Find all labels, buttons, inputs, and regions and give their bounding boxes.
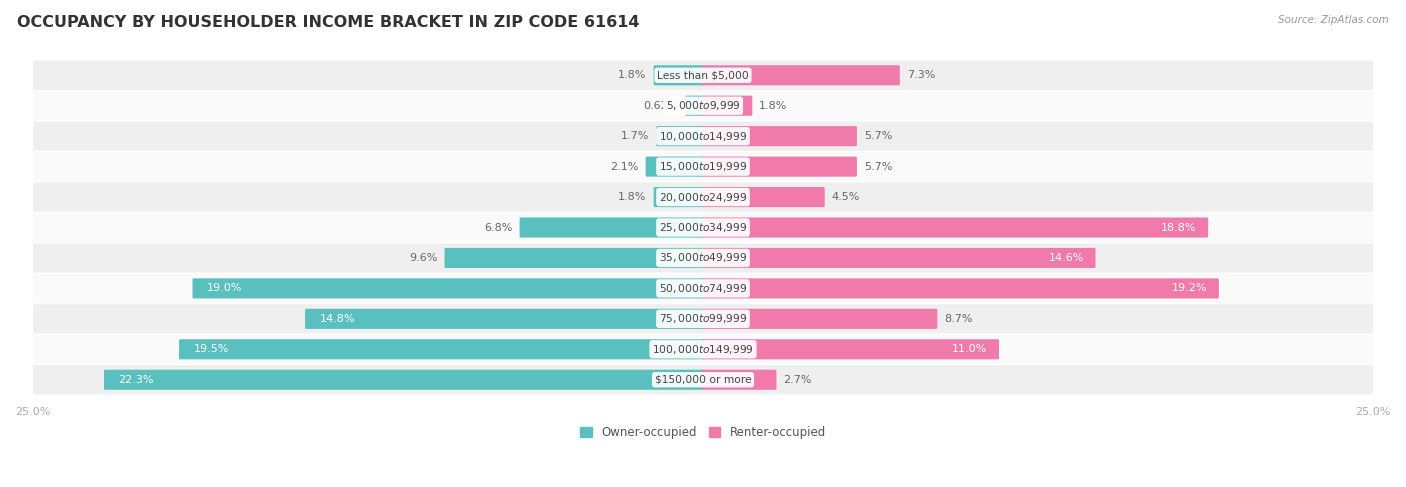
Text: Less than $5,000: Less than $5,000	[657, 70, 749, 80]
Text: $20,000 to $24,999: $20,000 to $24,999	[659, 190, 747, 204]
FancyBboxPatch shape	[702, 279, 1219, 299]
FancyBboxPatch shape	[702, 95, 752, 116]
FancyBboxPatch shape	[32, 244, 1374, 273]
FancyBboxPatch shape	[32, 61, 1374, 90]
Text: 11.0%: 11.0%	[952, 344, 987, 355]
Text: 1.7%: 1.7%	[621, 131, 650, 141]
Text: $150,000 or more: $150,000 or more	[655, 375, 751, 385]
FancyBboxPatch shape	[305, 309, 704, 329]
Text: 0.62%: 0.62%	[643, 101, 678, 111]
Text: 2.1%: 2.1%	[610, 162, 638, 171]
Text: 2.7%: 2.7%	[783, 375, 811, 385]
Text: 6.8%: 6.8%	[484, 223, 513, 232]
FancyBboxPatch shape	[32, 91, 1374, 120]
Text: $15,000 to $19,999: $15,000 to $19,999	[659, 160, 747, 173]
FancyBboxPatch shape	[702, 339, 1000, 359]
FancyBboxPatch shape	[654, 65, 704, 85]
Text: 19.0%: 19.0%	[207, 283, 242, 293]
FancyBboxPatch shape	[657, 126, 704, 146]
Text: 8.7%: 8.7%	[945, 314, 973, 324]
FancyBboxPatch shape	[32, 365, 1374, 394]
Text: $35,000 to $49,999: $35,000 to $49,999	[659, 251, 747, 264]
FancyBboxPatch shape	[702, 248, 1095, 268]
FancyBboxPatch shape	[645, 156, 704, 177]
Text: 9.6%: 9.6%	[409, 253, 437, 263]
FancyBboxPatch shape	[702, 309, 938, 329]
Text: $100,000 to $149,999: $100,000 to $149,999	[652, 343, 754, 356]
FancyBboxPatch shape	[32, 304, 1374, 334]
Text: $10,000 to $14,999: $10,000 to $14,999	[659, 130, 747, 143]
Text: $25,000 to $34,999: $25,000 to $34,999	[659, 221, 747, 234]
FancyBboxPatch shape	[32, 213, 1374, 242]
Text: 19.2%: 19.2%	[1171, 283, 1208, 293]
FancyBboxPatch shape	[444, 248, 704, 268]
Text: 14.6%: 14.6%	[1049, 253, 1084, 263]
Text: 22.3%: 22.3%	[118, 375, 155, 385]
Text: $5,000 to $9,999: $5,000 to $9,999	[665, 99, 741, 112]
FancyBboxPatch shape	[32, 274, 1374, 303]
Text: 1.8%: 1.8%	[619, 70, 647, 80]
FancyBboxPatch shape	[179, 339, 704, 359]
Text: 1.8%: 1.8%	[619, 192, 647, 202]
FancyBboxPatch shape	[702, 218, 1208, 238]
FancyBboxPatch shape	[702, 370, 776, 390]
FancyBboxPatch shape	[104, 370, 704, 390]
FancyBboxPatch shape	[193, 279, 704, 299]
FancyBboxPatch shape	[702, 65, 900, 85]
FancyBboxPatch shape	[32, 183, 1374, 212]
FancyBboxPatch shape	[654, 187, 704, 207]
Text: 14.8%: 14.8%	[319, 314, 356, 324]
Text: 5.7%: 5.7%	[863, 162, 893, 171]
Text: 19.5%: 19.5%	[194, 344, 229, 355]
FancyBboxPatch shape	[520, 218, 704, 238]
Text: 5.7%: 5.7%	[863, 131, 893, 141]
FancyBboxPatch shape	[685, 95, 704, 116]
FancyBboxPatch shape	[702, 156, 856, 177]
Text: 18.8%: 18.8%	[1161, 223, 1197, 232]
Text: 4.5%: 4.5%	[832, 192, 860, 202]
FancyBboxPatch shape	[32, 335, 1374, 364]
Legend: Owner-occupied, Renter-occupied: Owner-occupied, Renter-occupied	[575, 421, 831, 444]
FancyBboxPatch shape	[32, 122, 1374, 151]
FancyBboxPatch shape	[702, 126, 856, 146]
Text: Source: ZipAtlas.com: Source: ZipAtlas.com	[1278, 15, 1389, 25]
Text: 1.8%: 1.8%	[759, 101, 787, 111]
Text: $50,000 to $74,999: $50,000 to $74,999	[659, 282, 747, 295]
FancyBboxPatch shape	[32, 152, 1374, 181]
Text: 7.3%: 7.3%	[907, 70, 935, 80]
Text: $75,000 to $99,999: $75,000 to $99,999	[659, 312, 747, 325]
Text: OCCUPANCY BY HOUSEHOLDER INCOME BRACKET IN ZIP CODE 61614: OCCUPANCY BY HOUSEHOLDER INCOME BRACKET …	[17, 15, 640, 30]
FancyBboxPatch shape	[702, 187, 825, 207]
